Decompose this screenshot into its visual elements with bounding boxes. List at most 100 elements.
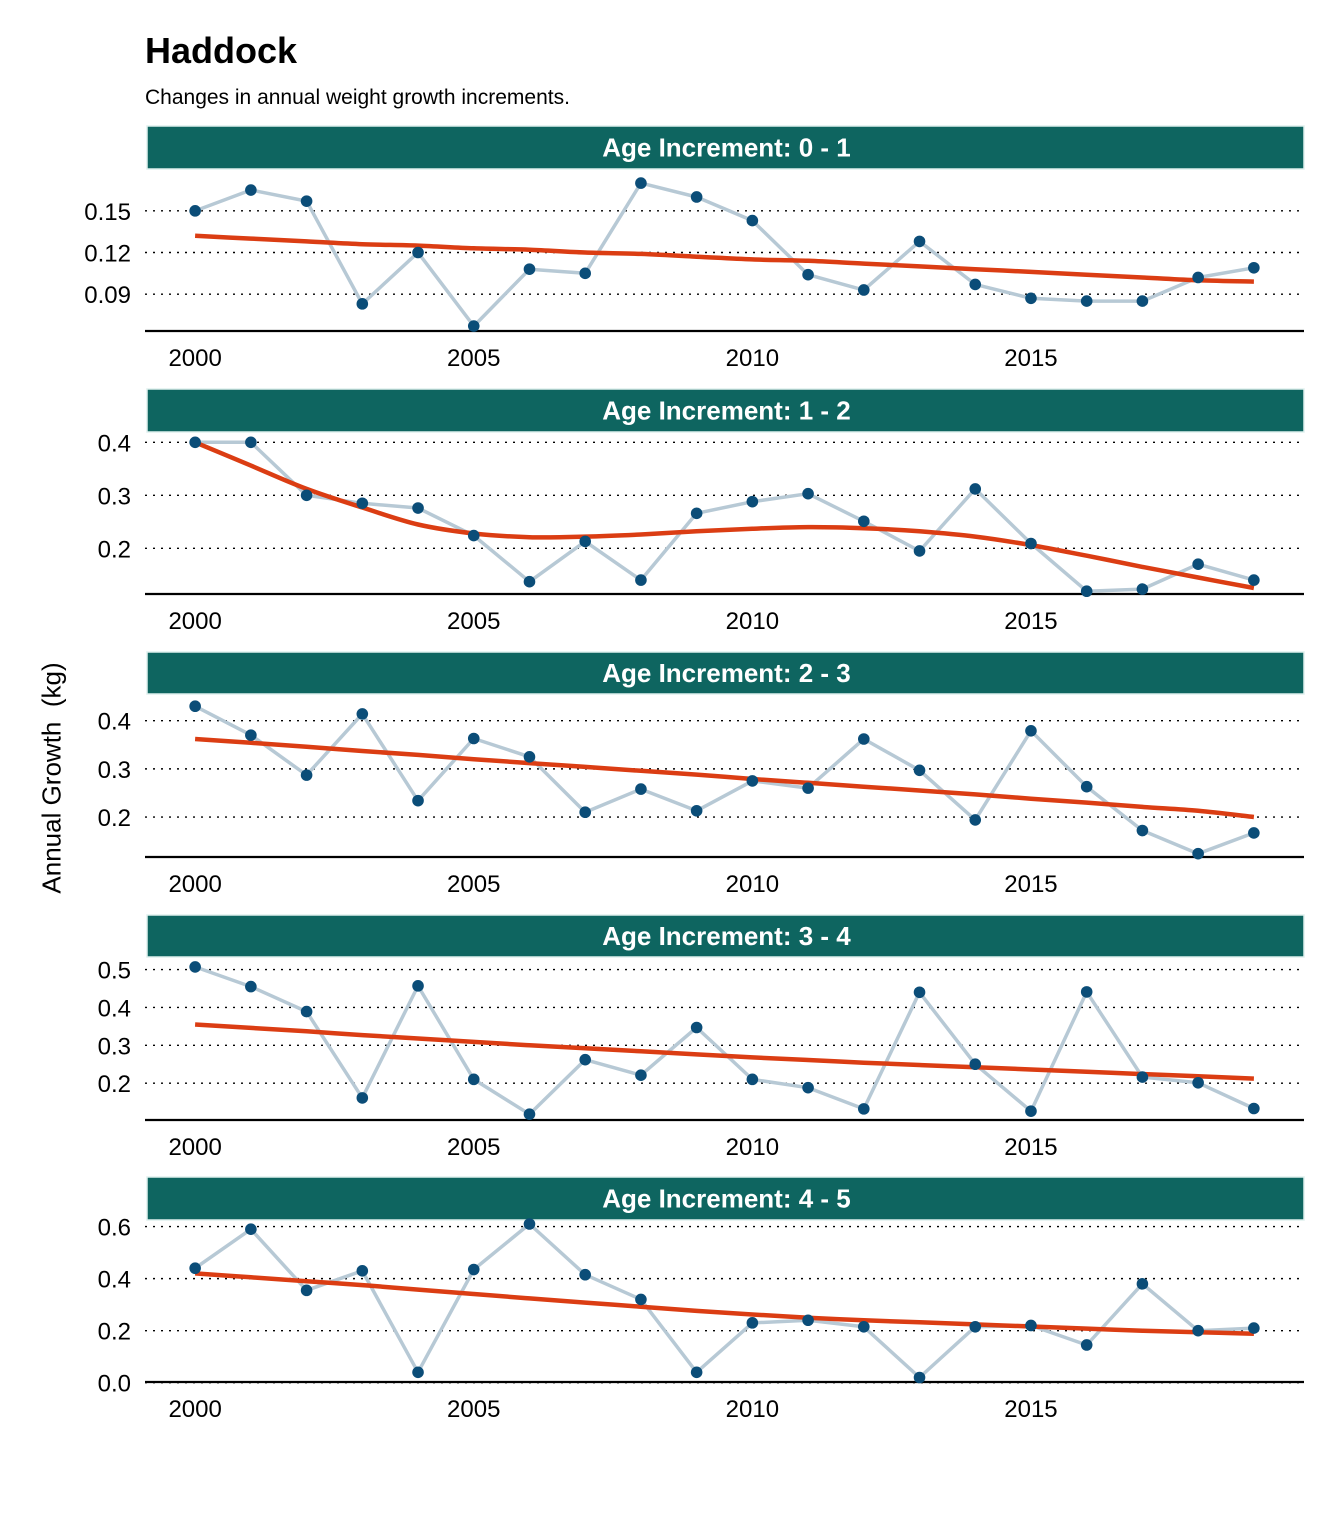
- y-tick-label: 0.6: [98, 1215, 131, 1242]
- data-point: [467, 732, 480, 745]
- data-point: [690, 1021, 703, 1034]
- data-point: [913, 986, 926, 999]
- y-tick-label: 0.4: [98, 995, 131, 1022]
- data-point: [579, 267, 591, 280]
- trend-line: [194, 736, 1255, 820]
- data-point: [412, 1366, 424, 1379]
- y-tick-label: 0.12: [84, 241, 131, 268]
- facet-panel-3: Age Increment: 2 - 3 0.2 0.3 0.4 2000 2005 201…: [98, 651, 1305, 898]
- data-point: [300, 1284, 313, 1297]
- data-point: [1025, 537, 1037, 550]
- x-tick-label: 2005: [447, 1396, 500, 1423]
- data-point: [189, 961, 201, 973]
- data-point: [802, 268, 814, 281]
- data-point: [746, 775, 759, 787]
- data-point: [913, 1371, 926, 1384]
- data-point: [1025, 1319, 1037, 1332]
- data-point: [1248, 1102, 1260, 1115]
- data-point: [189, 1262, 201, 1275]
- data-point: [1192, 1076, 1204, 1089]
- y-tick-label: 0.2: [98, 1319, 131, 1346]
- data-point: [1080, 585, 1093, 598]
- data-point: [523, 575, 536, 588]
- data-point: [746, 214, 759, 227]
- data-point: [802, 487, 814, 500]
- data-point: [635, 1069, 647, 1081]
- data-point: [300, 1005, 313, 1018]
- data-point: [1136, 1071, 1149, 1083]
- y-tick-label: 0.0: [98, 1371, 131, 1398]
- facet-strip: [146, 914, 1305, 958]
- data-point: [1192, 847, 1204, 860]
- y-tick-label: 0.4: [98, 709, 131, 736]
- data-point: [1192, 271, 1204, 284]
- x-tick-label: 2010: [726, 345, 779, 372]
- facet-strip: [146, 125, 1305, 170]
- data-point: [189, 700, 201, 713]
- data-point: [523, 751, 536, 763]
- data-point: [189, 436, 201, 449]
- data-point: [467, 1263, 480, 1276]
- data-point: [858, 284, 870, 296]
- facet-panel-5: Age Increment: 4 - 5 0.0 0.2 0.4 0.6 2000 2005…: [98, 1176, 1305, 1423]
- data-point: [746, 1317, 759, 1329]
- y-tick-label: 0.2: [98, 536, 131, 563]
- x-tick-label: 2000: [168, 608, 221, 635]
- data-point: [690, 804, 703, 817]
- data-point: [1192, 1324, 1204, 1337]
- data-point: [969, 814, 982, 826]
- trend-line: [194, 233, 1254, 284]
- data-point: [858, 1320, 870, 1333]
- data-point: [412, 246, 424, 259]
- data-point: [245, 436, 257, 449]
- y-tick-label: 0.09: [84, 282, 131, 309]
- y-tick-label: 0.5: [98, 958, 131, 985]
- trend-line: [194, 440, 1255, 591]
- data-point: [467, 1073, 480, 1086]
- data-point: [858, 515, 870, 528]
- data-point: [245, 980, 257, 993]
- data-point: [913, 545, 926, 557]
- data-point: [1248, 574, 1260, 586]
- data-point: [467, 529, 480, 542]
- facet-label: Age Increment: 0 - 1: [602, 133, 851, 163]
- data-point: [1136, 295, 1149, 307]
- trend-line: [194, 1022, 1254, 1081]
- data-point: [1080, 780, 1093, 793]
- data-point: [245, 729, 257, 741]
- x-tick-label: 2005: [447, 608, 500, 635]
- facet-label: Age Increment: 4 - 5: [602, 1184, 851, 1214]
- data-point: [858, 733, 870, 745]
- data-point: [690, 191, 703, 203]
- data-point: [579, 1053, 591, 1066]
- facet-panel-4: Age Increment: 3 - 4 0.2 0.3 0.4 0.5 2000 2005…: [98, 914, 1305, 1161]
- data-point: [356, 708, 369, 720]
- data-point: [300, 195, 313, 207]
- y-tick-label: 0.3: [98, 483, 131, 510]
- data-point: [579, 535, 591, 548]
- data-point: [412, 980, 424, 992]
- data-point: [579, 806, 591, 819]
- data-point: [1080, 986, 1093, 998]
- data-point: [245, 184, 257, 196]
- x-tick-label: 2000: [168, 345, 221, 372]
- facet-strip: [146, 388, 1305, 433]
- x-tick-label: 2015: [1004, 608, 1057, 635]
- data-point: [969, 483, 982, 495]
- data-point: [690, 1366, 703, 1379]
- data-point: [1025, 1105, 1037, 1117]
- chart-title: Haddock: [145, 30, 298, 71]
- x-tick-label: 2005: [447, 345, 500, 372]
- data-point: [969, 278, 982, 291]
- data-point: [1248, 1322, 1260, 1334]
- data-point: [746, 1073, 759, 1086]
- data-point: [1080, 295, 1093, 307]
- x-tick-label: 2000: [168, 1396, 221, 1423]
- x-tick-label: 2015: [1004, 1396, 1057, 1423]
- data-point: [635, 177, 647, 189]
- data-point: [746, 495, 759, 508]
- series-line: [195, 440, 1255, 593]
- x-tick-label: 2010: [726, 871, 779, 898]
- x-tick-label: 2015: [1004, 1134, 1057, 1161]
- x-tick-label: 2010: [726, 1396, 779, 1423]
